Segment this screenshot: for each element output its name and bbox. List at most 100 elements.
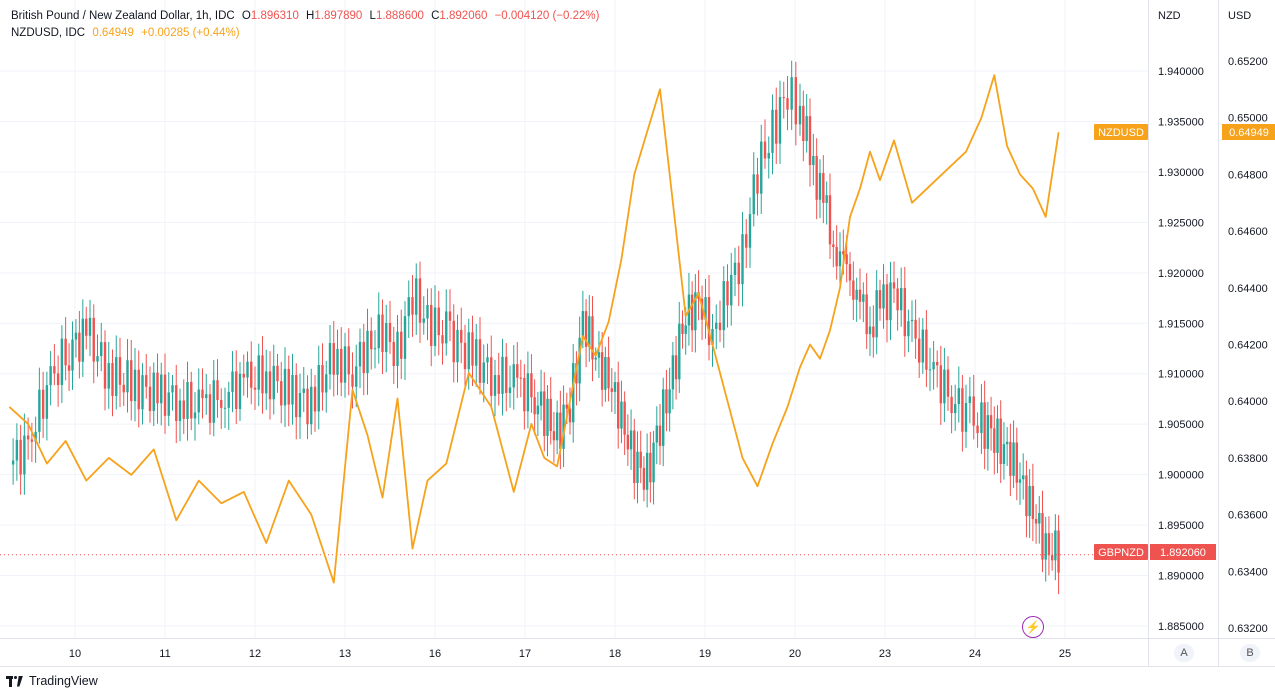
nzd-tick-label: 1.925000 [1158, 217, 1204, 229]
time-tick-label: 20 [789, 648, 801, 660]
usd-tick-label: 0.64000 [1228, 396, 1268, 408]
candle-body [921, 329, 924, 363]
candle-body [1041, 512, 1044, 560]
candle-body [794, 77, 798, 125]
close-key: C [431, 10, 440, 22]
candle-body [122, 384, 125, 393]
candle-body [842, 251, 845, 255]
candle-body [493, 375, 497, 396]
usd-tick-label: 0.65000 [1228, 113, 1268, 125]
candle-body [415, 278, 418, 315]
candle-body [872, 326, 875, 338]
overlay-series-value: 0.64949 [92, 27, 134, 39]
candle-body [752, 174, 755, 215]
candle-body [107, 363, 110, 389]
time-axis[interactable]: 10 11 12 13 16 17 18 19 20 23 24 25 [69, 648, 1071, 660]
overlay-layer [8, 74, 1060, 584]
candle-body [96, 356, 99, 362]
candle-body [358, 341, 362, 367]
candle-body [932, 361, 935, 370]
candle-body [968, 396, 972, 404]
candle-body [999, 418, 1002, 464]
candle-body [433, 307, 437, 346]
open-key: O [241, 10, 251, 22]
candle-body [939, 365, 942, 404]
b-scale-button[interactable]: B [1240, 644, 1260, 662]
candle-body [388, 322, 392, 342]
candle-body [231, 371, 234, 392]
candle-body [190, 381, 193, 419]
candle-body [265, 371, 268, 394]
candle-body [287, 368, 290, 405]
candle-body [1044, 533, 1047, 560]
price-axes[interactable]: NZD USD 1.940000 1.935000 1.930000 1.925000 1.… [1158, 10, 1268, 635]
candle-body [662, 389, 665, 446]
candle-body [340, 348, 343, 383]
candle-body [1012, 442, 1015, 476]
candle-body [954, 404, 957, 414]
candle-body [549, 398, 552, 432]
candle-body [467, 332, 470, 370]
candle-body [976, 425, 979, 434]
candle-body [588, 316, 591, 347]
overlay-series-change: +0.00285 (+0.44%) [141, 27, 240, 39]
candle-body [30, 439, 34, 442]
main-series-title: British Pound / New Zealand Dollar, 1h, … [11, 10, 235, 22]
candle-body [208, 394, 212, 423]
change-value: −0.004120 (−0.22%) [494, 10, 600, 22]
candle-body [23, 435, 26, 475]
candle-body [220, 400, 223, 408]
candle-body [546, 398, 549, 436]
candle-body [690, 294, 694, 331]
candle-body [78, 332, 81, 362]
candle-body [351, 374, 354, 387]
candle-body [81, 318, 85, 362]
candle-body [845, 254, 848, 265]
candle-body [885, 284, 889, 321]
candle-body [620, 401, 623, 429]
candle-body [223, 407, 227, 409]
candle-body [88, 317, 92, 336]
candle-body [760, 141, 763, 194]
candle-body [381, 314, 384, 353]
usd-tick-label: 0.63400 [1228, 566, 1268, 578]
candle-body [460, 329, 463, 343]
main-series-legend[interactable]: British Pound / New Zealand Dollar, 1h, … [11, 10, 603, 22]
time-tick-label: 13 [339, 648, 351, 660]
candle-body [246, 361, 249, 378]
nzd-tick-label: 1.910000 [1158, 369, 1204, 381]
candle-body [411, 297, 414, 315]
candle-body [1015, 442, 1018, 483]
candle-body [11, 460, 15, 465]
overlay-series-legend[interactable]: NZDUSD, IDC 0.64949 +0.00285 (+0.44%) [11, 27, 244, 39]
candle-body [306, 388, 309, 425]
candle-body [597, 352, 601, 358]
candle-body [523, 377, 526, 412]
candle-body [148, 386, 152, 412]
candle-body [512, 364, 515, 388]
lightning-icon[interactable]: ⚡ [1022, 616, 1044, 638]
candle-body [276, 365, 279, 382]
candle-body [53, 366, 56, 374]
candle-body [182, 400, 185, 419]
candle-body [261, 355, 264, 394]
candle-body [336, 348, 339, 375]
nzd-tick-label: 1.930000 [1158, 167, 1204, 179]
candle-body [652, 442, 655, 483]
candle-body [671, 355, 675, 390]
candle-body [972, 396, 975, 426]
tradingview-footer[interactable]: TradingView [6, 674, 98, 688]
candle-body [422, 318, 425, 323]
candle-body [896, 288, 899, 311]
candle-body [903, 287, 906, 337]
candle-body [437, 307, 440, 336]
candle-body [668, 389, 671, 414]
candle-body [156, 372, 159, 404]
auto-scale-button[interactable]: A [1174, 644, 1194, 662]
candle-body [533, 397, 536, 415]
nzd-tick-label: 1.940000 [1158, 66, 1204, 78]
candle-body [950, 396, 953, 414]
candle-body [584, 311, 588, 347]
candle-body [996, 418, 999, 453]
